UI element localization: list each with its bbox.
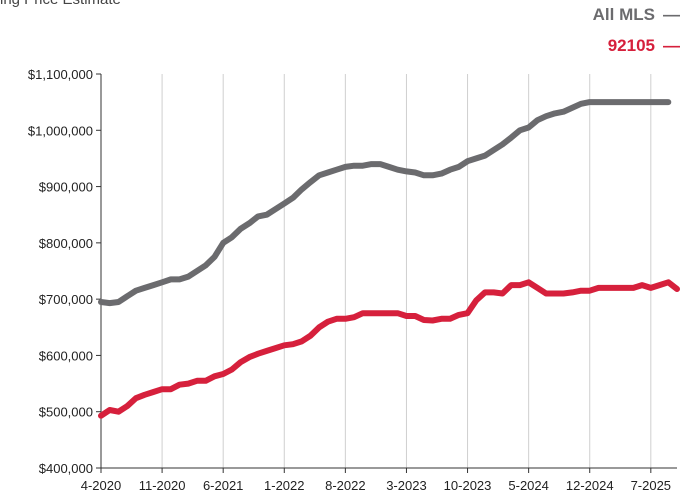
y-tick-label: $1,000,000 [28, 123, 93, 138]
y-tick-labels: $400,000 $500,000 $600,000 $700,000 $800,000… [28, 67, 93, 476]
y-tick-label: $700,000 [39, 292, 93, 307]
x-tick-label: 6-2021 [203, 478, 243, 493]
legend-swatch-92105: — [663, 36, 680, 55]
y-tick-label: $1,100,000 [28, 67, 93, 82]
legend-swatch-all-mls: — [663, 5, 680, 24]
legend-item-92105: 92105 — [608, 36, 680, 56]
x-tick-label: 10-2023 [444, 478, 492, 493]
x-tick-label: 12-2024 [566, 478, 614, 493]
legend-label-92105: 92105 [607, 36, 655, 55]
y-tick-label: $400,000 [39, 461, 93, 476]
chart-title-fragment: ing Price Estimate [0, 0, 121, 8]
x-tick-label: 3-2023 [386, 478, 426, 493]
series-lines [98, 99, 680, 419]
y-tick-label: $900,000 [39, 180, 93, 195]
y-tick-label: $500,000 [39, 405, 93, 420]
series-line-92105 [98, 279, 680, 419]
grid-lines [100, 74, 652, 468]
x-tick-label: 1-2022 [264, 478, 304, 493]
axes [96, 73, 677, 473]
y-tick-label: $800,000 [39, 236, 93, 251]
x-tick-label: 5-2024 [508, 478, 548, 493]
series-line-all-mls [98, 99, 672, 307]
legend-item-all-mls: All MLS — [593, 5, 680, 25]
x-tick-labels: 4-2020 11-2020 6-2021 1-2022 8-2022 3-2023 10-… [81, 478, 671, 493]
x-tick-label: 8-2022 [325, 478, 365, 493]
x-tick-label: 7-2025 [631, 478, 671, 493]
y-tick-label: $600,000 [39, 348, 93, 363]
x-tick-label: 4-2020 [81, 478, 121, 493]
legend-label-all-mls: All MLS [592, 5, 655, 24]
x-tick-label: 11-2020 [139, 478, 186, 493]
